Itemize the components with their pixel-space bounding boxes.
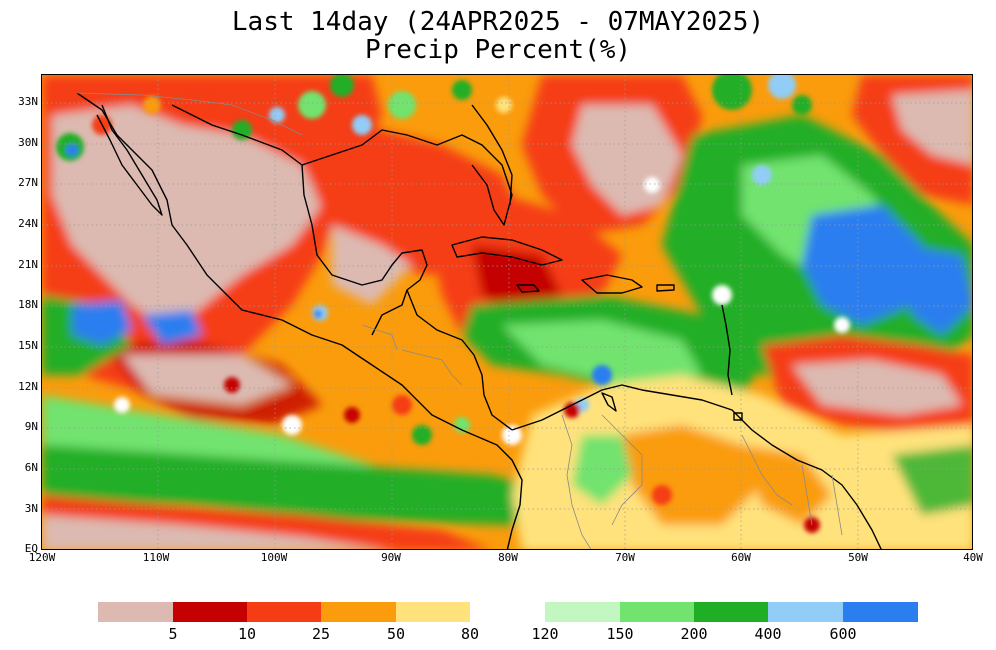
lat-label-27n: 27N bbox=[18, 176, 38, 189]
legend-label-200: 200 bbox=[680, 625, 708, 643]
lat-label-24n: 24N bbox=[18, 217, 38, 230]
lon-label-40w: 40W bbox=[963, 551, 983, 564]
lat-label-eq: EQ bbox=[24, 542, 38, 555]
legend-label-5: 5 bbox=[168, 625, 178, 643]
legend-label-50: 50 bbox=[386, 625, 406, 643]
legend-label-80: 80 bbox=[460, 625, 480, 643]
legend-swatch-400-600 bbox=[768, 602, 843, 622]
lon-label-110w: 110W bbox=[142, 551, 170, 564]
legend-swatch-10-25 bbox=[247, 602, 321, 622]
coastlines bbox=[76, 92, 882, 549]
legend-swatch-lt5 bbox=[98, 602, 173, 622]
lat-label-12n: 12N bbox=[18, 380, 38, 393]
lon-label-80w: 80W bbox=[498, 551, 518, 564]
lat-label-15n: 15N bbox=[18, 339, 38, 352]
legend-swatch-5-10 bbox=[173, 602, 247, 622]
lat-label-3n: 3N bbox=[24, 502, 38, 515]
map-title: Last 14day (24APR2025 - 07MAY2025) bbox=[231, 7, 765, 37]
lon-label-120w: 120W bbox=[28, 551, 56, 564]
legend-label-150: 150 bbox=[606, 625, 634, 643]
lon-label-70w: 70W bbox=[615, 551, 635, 564]
lon-label-100w: 100W bbox=[260, 551, 288, 564]
map-subtitle: Precip Percent(%) bbox=[364, 35, 632, 65]
legend-swatch-200-400 bbox=[694, 602, 768, 622]
lon-label-50w: 50W bbox=[848, 551, 868, 564]
legend-swatch-25-50 bbox=[321, 602, 396, 622]
legend-label-600: 600 bbox=[829, 625, 857, 643]
lat-label-30n: 30N bbox=[18, 136, 38, 149]
lat-label-6n: 6N bbox=[24, 461, 38, 474]
legend-swatch-gt600 bbox=[843, 602, 918, 622]
lat-label-33n: 33N bbox=[18, 95, 38, 108]
lon-label-90w: 90W bbox=[381, 551, 401, 564]
map-grid bbox=[42, 75, 972, 549]
color-legend: 5 10 25 50 80 120 150 200 400 600 bbox=[0, 602, 996, 650]
lat-label-18n: 18N bbox=[18, 298, 38, 311]
legend-swatch-50-80 bbox=[396, 602, 470, 622]
precip-field bbox=[42, 75, 972, 549]
lon-label-60w: 60W bbox=[731, 551, 751, 564]
lat-label-21n: 21N bbox=[18, 258, 38, 271]
legend-swatch-150-200 bbox=[620, 602, 694, 622]
legend-label-120: 120 bbox=[531, 625, 559, 643]
legend-label-25: 25 bbox=[311, 625, 331, 643]
legend-label-400: 400 bbox=[754, 625, 782, 643]
legend-label-10: 10 bbox=[237, 625, 257, 643]
borders bbox=[76, 92, 843, 549]
lat-label-9n: 9N bbox=[24, 420, 38, 433]
legend-swatch-120-150 bbox=[545, 602, 620, 622]
precip-map bbox=[41, 74, 973, 550]
